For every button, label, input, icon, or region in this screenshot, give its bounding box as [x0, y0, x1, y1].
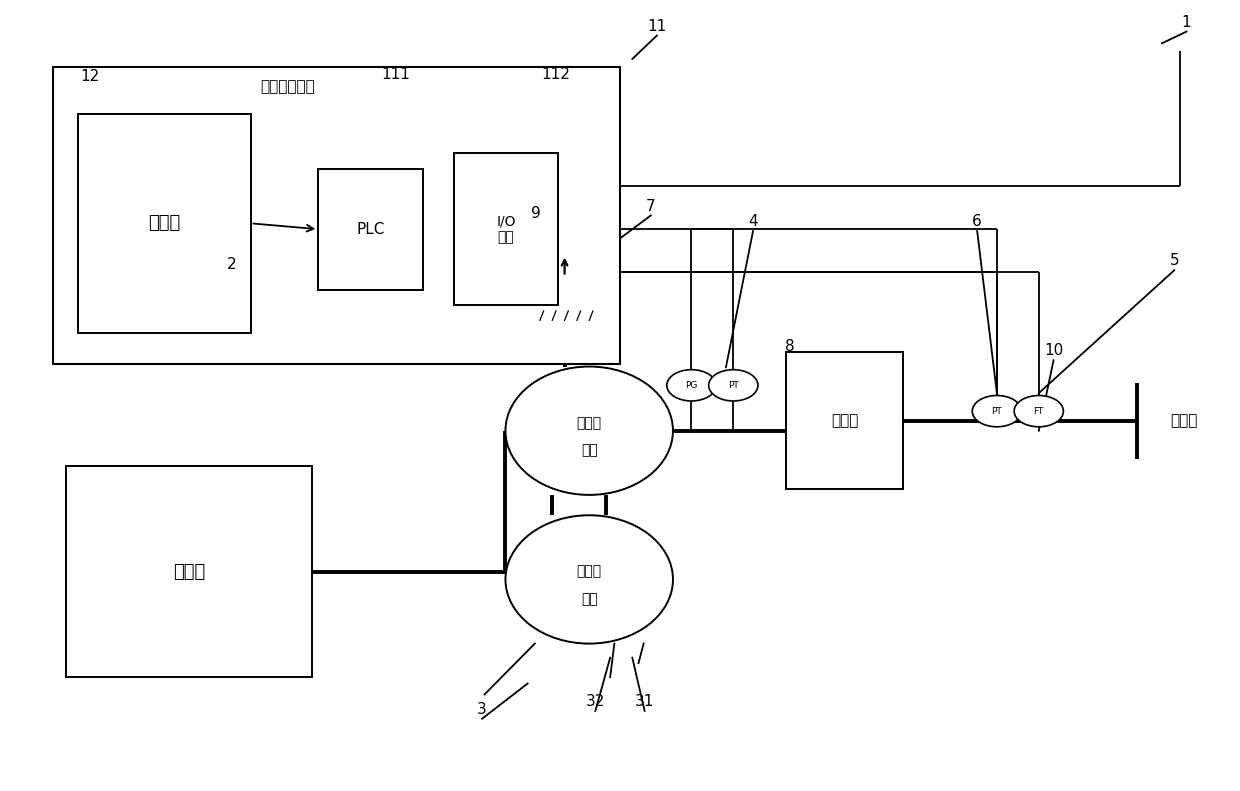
- Text: 人机监控单元: 人机监控单元: [260, 79, 315, 94]
- Circle shape: [972, 396, 1022, 427]
- Text: 干燥机: 干燥机: [831, 414, 858, 429]
- Text: PT: PT: [728, 380, 739, 390]
- Text: 气罐: 气罐: [580, 592, 598, 606]
- Text: 32: 32: [585, 694, 605, 709]
- Text: 10: 10: [1044, 343, 1063, 358]
- Bar: [78, 114, 250, 333]
- Text: 气罐: 气罐: [580, 443, 598, 457]
- Text: I/O
模块: I/O 模块: [496, 214, 516, 244]
- Circle shape: [1014, 396, 1064, 427]
- Bar: [66, 466, 312, 677]
- Text: 用气点: 用气点: [1171, 414, 1198, 429]
- Text: PLC: PLC: [356, 221, 384, 237]
- Text: 12: 12: [81, 70, 100, 85]
- Text: 上位机: 上位机: [148, 214, 180, 233]
- Circle shape: [667, 369, 715, 401]
- Text: 8: 8: [785, 339, 795, 354]
- Ellipse shape: [506, 366, 673, 495]
- Text: 11: 11: [647, 18, 667, 33]
- Text: 7: 7: [646, 199, 656, 214]
- Text: 5: 5: [1169, 253, 1179, 268]
- Text: 111: 111: [382, 67, 410, 82]
- Text: PG: PG: [686, 380, 698, 390]
- Bar: [319, 168, 423, 290]
- Circle shape: [709, 369, 758, 401]
- Bar: [454, 153, 558, 305]
- Text: 112: 112: [542, 67, 570, 82]
- Text: 1: 1: [1182, 15, 1192, 30]
- Text: 第二储: 第二储: [577, 565, 601, 578]
- Bar: [786, 353, 903, 490]
- Text: 31: 31: [635, 694, 655, 709]
- Ellipse shape: [506, 515, 673, 644]
- Text: PT: PT: [992, 407, 1002, 415]
- Text: FT: FT: [1034, 407, 1044, 415]
- Bar: [53, 66, 620, 364]
- Text: 4: 4: [748, 214, 758, 229]
- Text: 6: 6: [972, 214, 982, 229]
- Text: 第一储: 第一储: [577, 416, 601, 430]
- Text: 空压机: 空压机: [172, 562, 205, 581]
- Text: 2: 2: [227, 257, 237, 272]
- Text: 3: 3: [477, 702, 487, 717]
- Text: 9: 9: [532, 206, 541, 221]
